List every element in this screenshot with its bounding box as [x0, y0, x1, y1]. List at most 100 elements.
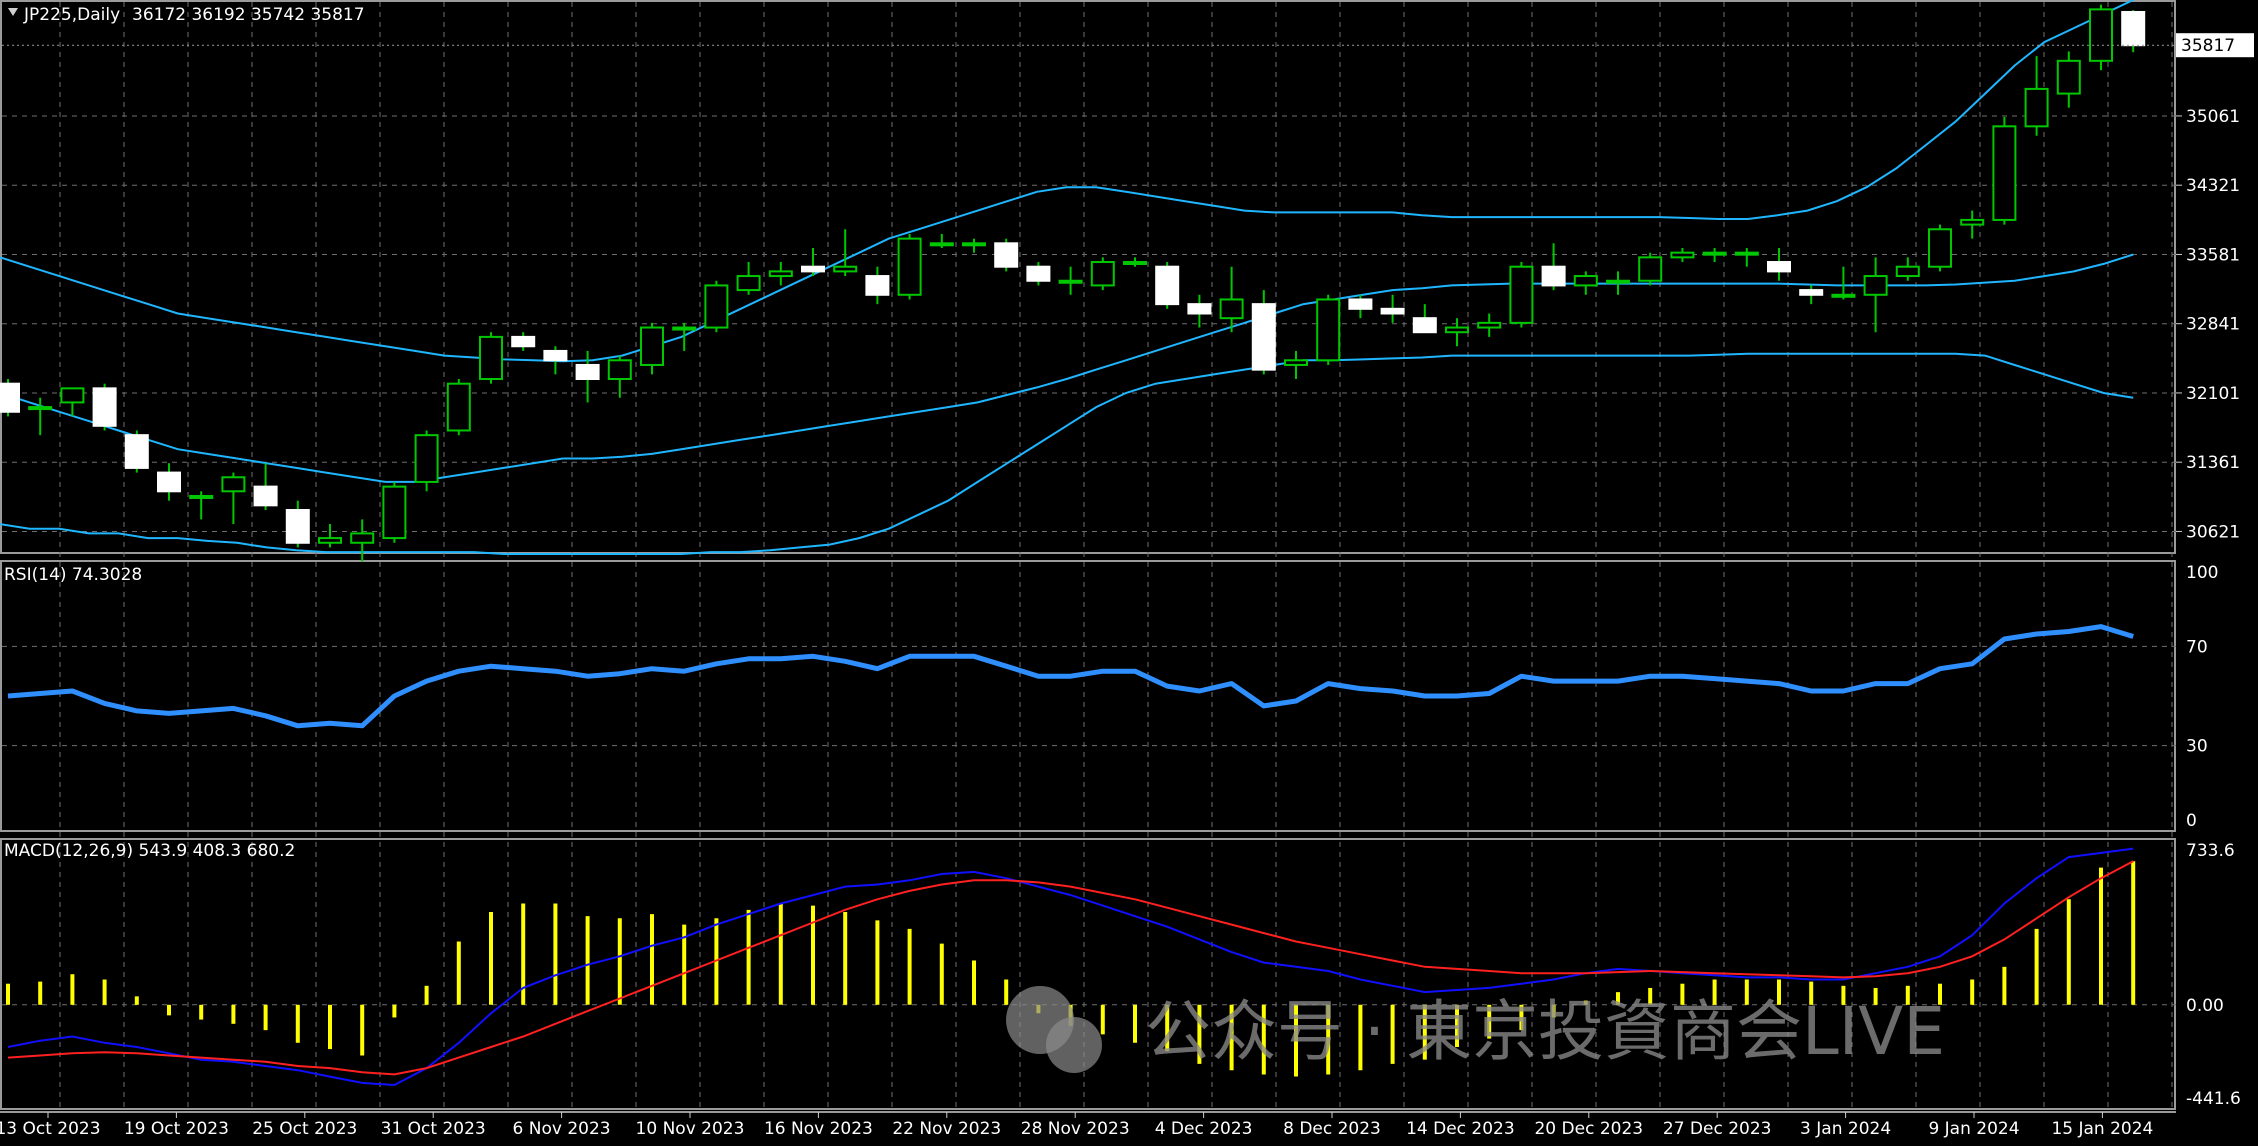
- candle-body: [382, 485, 407, 540]
- candle-body: [1251, 303, 1276, 371]
- x-tick-label: 31 Oct 2023: [381, 1119, 486, 1139]
- candle-body: [672, 326, 697, 331]
- candle-body: [1831, 293, 1856, 298]
- x-tick-label: 19 Oct 2023: [124, 1119, 229, 1139]
- candle-body: [1090, 261, 1115, 287]
- panel-frame-1: [0, 0, 2176, 554]
- candle-body: [1863, 275, 1888, 296]
- price-tick-label: 35061: [2186, 107, 2240, 127]
- bollinger-upper-line: [0, 0, 2134, 363]
- candle-body: [1380, 307, 1405, 315]
- candle-body: [1058, 279, 1083, 284]
- rsi-tick-label: 70: [2186, 637, 2208, 657]
- candle-body: [1799, 289, 1824, 296]
- price-tick-label: 31361: [2186, 453, 2240, 473]
- candle-body: [1348, 298, 1373, 310]
- watermark: 公众号 · 東京投資商会LIVE: [1006, 986, 1945, 1073]
- candle-body: [446, 382, 471, 432]
- candle-body: [897, 237, 922, 296]
- bollinger-lower-line: [0, 352, 2134, 555]
- x-tick-label: 14 Dec 2023: [1406, 1119, 1515, 1139]
- candle-body: [157, 471, 181, 493]
- candle-body: [1928, 228, 1952, 268]
- macd-signal-line: [7, 860, 2134, 1076]
- last-price-box: [2176, 33, 2254, 58]
- x-tick-label: 6 Nov 2023: [513, 1119, 611, 1139]
- macd-label: MACD(12,26,9) 543.9 408.3 680.2: [4, 841, 295, 861]
- rsi-tick-label: 30: [2186, 737, 2208, 757]
- macd-tick-label: -441.6: [2186, 1089, 2241, 1109]
- candle-body: [92, 387, 117, 427]
- price-tick-label: 33581: [2186, 245, 2240, 265]
- candle-body: [1638, 256, 1663, 282]
- candle-body: [543, 349, 568, 362]
- panel-frame-3: [0, 838, 2176, 1110]
- x-tick-label: 28 Nov 2023: [1021, 1119, 1130, 1139]
- macd-line: [7, 847, 2134, 1087]
- candle-body: [1316, 298, 1341, 362]
- candle-body: [994, 242, 1019, 268]
- price-tick-label: 32101: [2186, 384, 2240, 404]
- x-tick-label: 13 Oct 2023: [0, 1119, 101, 1139]
- candle-body: [285, 509, 310, 544]
- candle-body: [1123, 261, 1147, 266]
- candle-body: [1412, 317, 1437, 334]
- x-tick-label: 20 Dec 2023: [1534, 1119, 1643, 1139]
- candle-body: [28, 406, 53, 411]
- dropdown-triangle-icon: [8, 8, 18, 16]
- candle-body: [1026, 265, 1051, 282]
- candle-body: [1734, 251, 1759, 256]
- candle-body: [253, 485, 278, 507]
- candle-body: [1155, 265, 1180, 306]
- candle-body: [1219, 298, 1244, 320]
- candle-body: [1606, 279, 1630, 284]
- candle-body: [575, 363, 600, 381]
- x-tick-label: 27 Dec 2023: [1663, 1119, 1772, 1139]
- candle-body: [1445, 326, 1469, 334]
- macd-tick-label: 733.6: [2186, 841, 2235, 861]
- rsi-tick-label: 0: [2186, 811, 2197, 831]
- candle-body: [2089, 8, 2113, 62]
- x-tick-label: 3 Jan 2024: [1800, 1119, 1891, 1139]
- candle-body: [1767, 261, 1791, 273]
- x-tick-label: 8 Dec 2023: [1283, 1119, 1381, 1139]
- last-price-label: 35817: [2181, 36, 2235, 56]
- bollinger-middle-line: [0, 253, 2134, 483]
- wechat-logo-icon-bubble: [1046, 1017, 1102, 1073]
- candle-body: [607, 359, 632, 381]
- candle-body: [414, 434, 439, 483]
- candle-body: [1670, 251, 1695, 259]
- x-tick-label: 4 Dec 2023: [1155, 1119, 1253, 1139]
- rsi-line: [7, 624, 2134, 729]
- candle-body: [929, 242, 954, 247]
- candle-body: [1509, 265, 1534, 324]
- candle-body: [1541, 265, 1566, 287]
- x-tick-label: 10 Nov 2023: [636, 1119, 745, 1139]
- x-tick-label: 25 Oct 2023: [252, 1119, 357, 1139]
- candle-body: [0, 382, 20, 413]
- candle-body: [736, 275, 761, 292]
- candle-body: [189, 494, 214, 499]
- candle-body: [1187, 303, 1212, 315]
- candle-body: [1573, 275, 1598, 287]
- candle-body: [801, 265, 825, 273]
- candle-body: [479, 335, 503, 381]
- price-tick-label: 32841: [2186, 315, 2240, 335]
- price-tick-label: 30621: [2186, 522, 2240, 542]
- candle-body: [1992, 125, 2017, 221]
- candle-body: [350, 532, 375, 544]
- candle-body: [833, 265, 858, 273]
- panel-frame-2: [0, 560, 2176, 832]
- candle-body: [865, 275, 890, 296]
- macd-tick-label: 0.00: [2186, 996, 2224, 1016]
- candle-body: [1702, 251, 1727, 256]
- symbol-label: JP225,Daily: [23, 5, 120, 25]
- candle-body: [1960, 218, 1985, 226]
- candle-body: [1895, 265, 1920, 278]
- x-tick-label: 22 Nov 2023: [892, 1119, 1001, 1139]
- candle-body: [704, 284, 729, 329]
- price-tick-label: 34321: [2186, 176, 2240, 196]
- rsi-tick-label: 100: [2186, 563, 2218, 583]
- candle-body: [1477, 321, 1502, 329]
